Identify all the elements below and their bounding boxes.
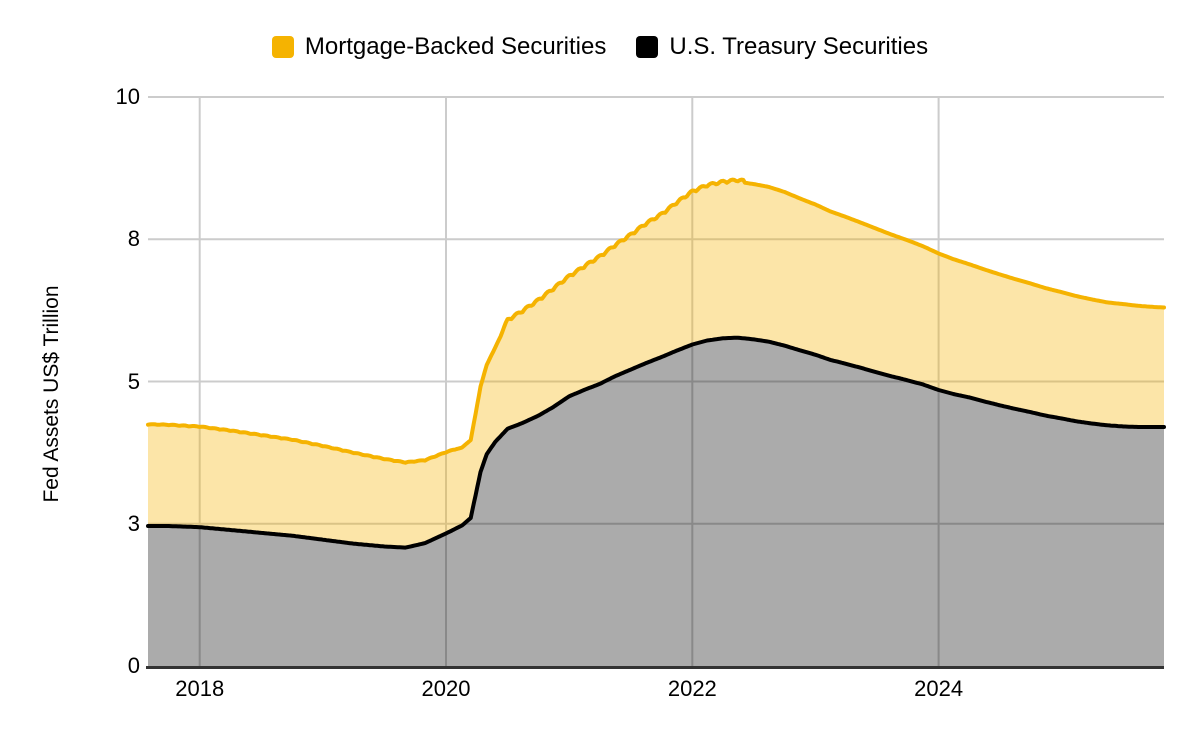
x-tick-label-2024: 2024	[914, 676, 964, 701]
x-tick-label-2022: 2022	[667, 676, 717, 701]
y-tick-label-10: 10	[115, 84, 140, 109]
treasury-line	[146, 335, 1166, 550]
mbs-legend-label: Mortgage-Backed Securities	[304, 33, 607, 60]
y-tick-label-0: 0	[127, 653, 140, 678]
mbs-legend-swatch-icon	[271, 36, 294, 58]
x-tick-label-2018: 2018	[175, 676, 225, 701]
legend-item-treasury: U.S. Treasury Securities	[636, 33, 928, 61]
legend-item-mbs: Mortgage-Backed Securities	[271, 33, 607, 61]
mbs-area	[148, 179, 1164, 548]
y-tick-label-3: 3	[127, 510, 140, 536]
chart-legend: Mortgage-Backed Securities U.S. Treasury…	[0, 33, 1200, 61]
mbs-total-line	[146, 177, 1166, 465]
treasury-area	[148, 337, 1164, 666]
x-tick-label-2020: 2020	[421, 676, 471, 701]
y-tick-label-5: 5	[127, 368, 140, 394]
y-tick-label-8: 8	[127, 226, 140, 252]
treasury-legend-swatch-icon	[636, 36, 659, 58]
treasury-legend-label: U.S. Treasury Securities	[669, 33, 929, 60]
